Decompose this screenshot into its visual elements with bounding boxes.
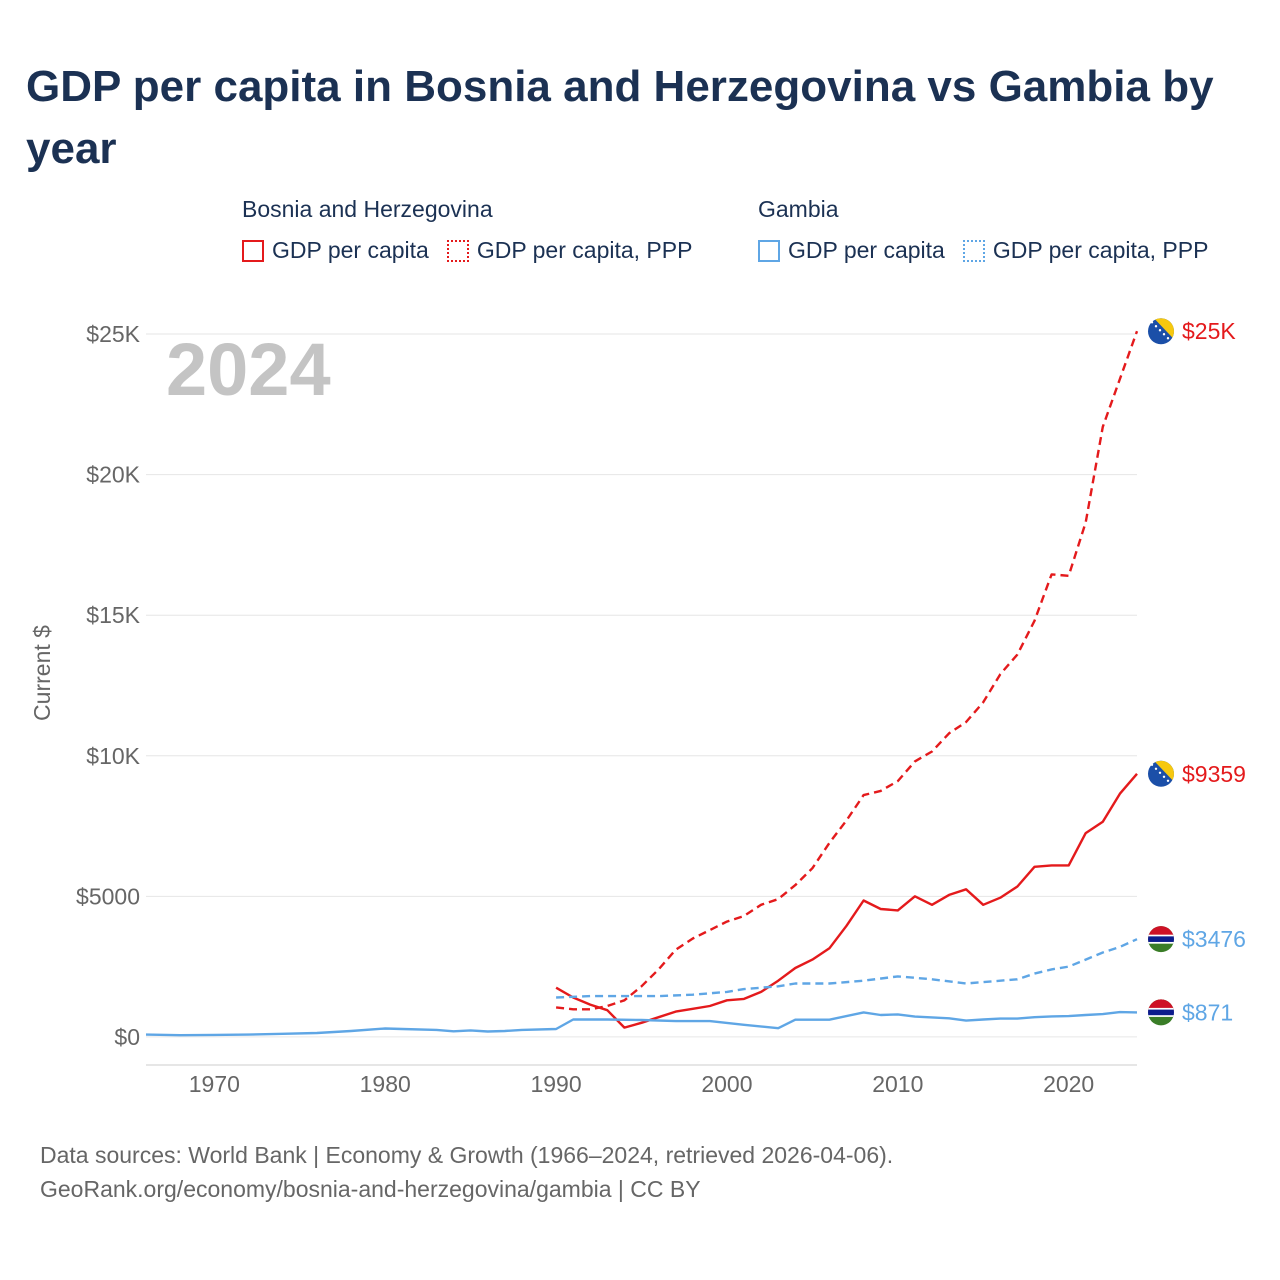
legend-country-bosnia: Bosnia and Herzegovina [242, 196, 493, 222]
sources-line-1: Data sources: World Bank | Economy & Gro… [40, 1142, 894, 1168]
legend-swatch-solid [242, 239, 264, 262]
legend-item-gambia-gdp-ppp[interactable]: GDP per capita, PPP [962, 237, 1209, 264]
year-watermark: 2024 [166, 328, 331, 411]
series-line[interactable] [555, 330, 1139, 1011]
legend-label: GDP per capita, PPP [476, 237, 693, 263]
x-tick-label: 1990 [530, 1071, 581, 1097]
legend-item-gambia-gdp[interactable]: GDP per capita [758, 237, 945, 264]
gambia-flag-icon [1148, 999, 1174, 1026]
y-tick-label: $0 [114, 1024, 140, 1050]
x-tick-label: 2010 [872, 1071, 923, 1097]
legend-item-bosnia-gdp[interactable]: GDP per capita [242, 237, 429, 264]
series-line[interactable] [145, 1010, 1138, 1037]
legend-country-gambia: Gambia [758, 196, 839, 222]
y-tick-label: $15K [86, 602, 140, 628]
bosnia-flag-icon [1148, 760, 1174, 787]
series-end-label: $9359 [1182, 761, 1246, 787]
y-tick-label: $20K [86, 462, 140, 488]
series-end-label: $25K [1182, 318, 1236, 344]
series-line[interactable] [555, 773, 1138, 1029]
series-end-label: $871 [1182, 999, 1233, 1025]
gridlines [146, 333, 1137, 1066]
y-axis: $0 $5000 $10K $15K $20K $25K [76, 321, 141, 1050]
legend-label: GDP per capita [272, 237, 429, 263]
line-chart: $0 $5000 $10K $15K $20K $25K 1970 1980 1990 2000… [29, 318, 1246, 1097]
x-tick-label: 1980 [360, 1071, 411, 1097]
x-axis: 1970 1980 1990 2000 2010 2020 [189, 1071, 1094, 1097]
sources-line-2[interactable]: GeoRank.org/economy/bosnia-and-herzegovi… [40, 1176, 701, 1202]
legend-group-bosnia: Bosnia and Herzegovina GDP per capita GD… [242, 196, 710, 264]
series-end-label: $3476 [1182, 926, 1246, 952]
y-tick-label: $25K [86, 321, 140, 347]
bosnia-flag-icon [1148, 318, 1174, 345]
legend-label: GDP per capita [788, 237, 945, 263]
x-tick-label: 2000 [701, 1071, 752, 1097]
series-lines [145, 330, 1139, 1037]
x-tick-label: 2020 [1043, 1071, 1094, 1097]
chart-title: GDP per capita in Bosnia and Herzegovina… [26, 62, 1214, 173]
end-markers: $25K $9359 $3476 $871 [1148, 318, 1246, 1026]
legend-item-bosnia-gdp-ppp[interactable]: GDP per capita, PPP [446, 237, 693, 264]
legend-swatch-solid [758, 239, 780, 262]
legend-group-gambia: Gambia GDP per capita GDP per capita, PP… [758, 196, 1226, 264]
x-tick-label: 1970 [189, 1071, 240, 1097]
legend-swatch-dotted [446, 239, 469, 262]
legend-swatch-dotted [962, 239, 985, 262]
series-line[interactable] [556, 938, 1138, 999]
legend-label: GDP per capita, PPP [992, 237, 1209, 263]
y-tick-label: $5000 [76, 883, 140, 909]
data-sources: Data sources: World Bank | Economy & Gro… [40, 1138, 893, 1206]
y-tick-label: $10K [86, 743, 140, 769]
gambia-flag-icon [1148, 926, 1174, 953]
y-axis-label: Current $ [29, 625, 55, 721]
